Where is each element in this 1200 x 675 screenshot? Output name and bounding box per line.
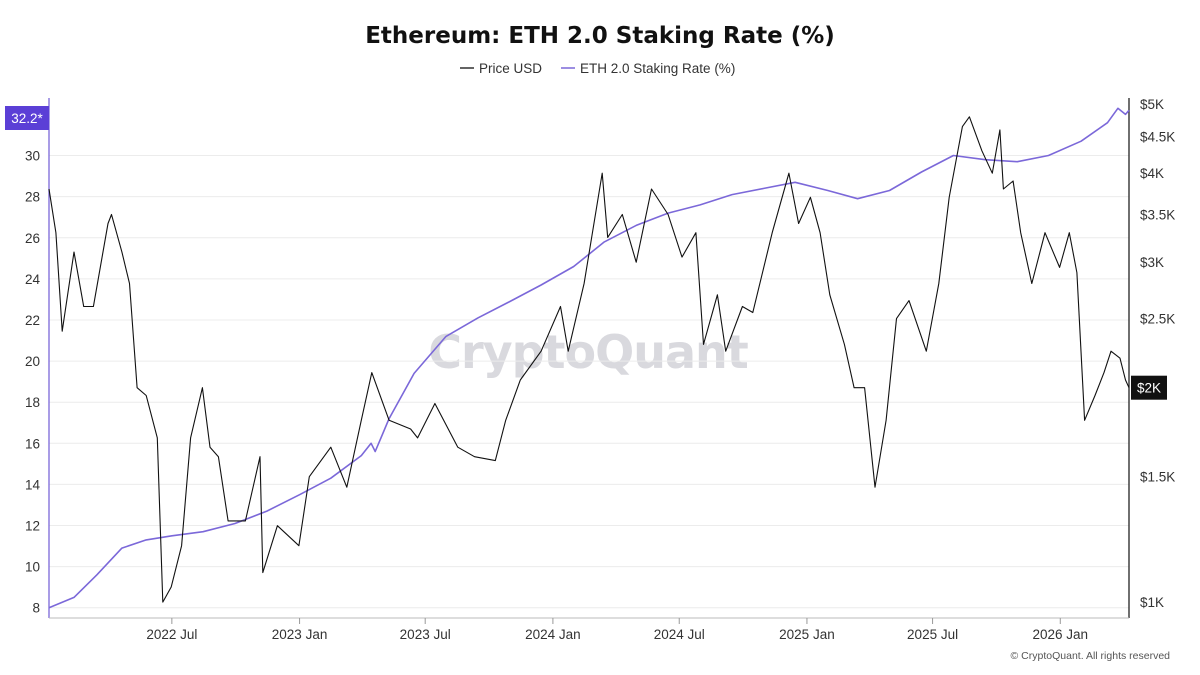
right-last-value-badge: $2K <box>1131 375 1167 400</box>
left-last-value-text: 32.2* <box>11 111 43 126</box>
x-tick-label: 2023 Jul <box>400 627 451 642</box>
series-group <box>48 107 1130 609</box>
right-tick-label: $5K <box>1140 97 1164 112</box>
right-tick-label: $4K <box>1140 166 1164 181</box>
price-line <box>48 116 1130 603</box>
legend: Price USD ETH 2.0 Staking Rate (%) <box>460 61 735 76</box>
left-tick-label: 26 <box>25 231 40 246</box>
left-axis-ticks: 8 10 12 14 16 18 20 22 24 26 28 30 <box>25 149 41 616</box>
chart-title: Ethereum: ETH 2.0 Staking Rate (%) <box>365 23 835 49</box>
x-tick-label: 2023 Jan <box>272 627 328 642</box>
x-tick-label: 2024 Jul <box>654 627 705 642</box>
left-tick-label: 14 <box>25 477 41 492</box>
x-tick-label: 2024 Jan <box>525 627 581 642</box>
left-tick-label: 22 <box>25 313 40 328</box>
right-tick-label: $4.5K <box>1140 130 1175 145</box>
copyright-footer: © CryptoQuant. All rights reserved <box>1011 650 1171 662</box>
staking-rate-line <box>48 107 1130 609</box>
right-last-value-text: $2K <box>1137 381 1161 396</box>
left-tick-label: 24 <box>25 272 41 287</box>
x-tick-label: 2025 Jan <box>779 627 835 642</box>
right-tick-label: $1K <box>1140 595 1164 610</box>
x-tick-label: 2022 Jul <box>146 627 197 642</box>
right-tick-label: $3K <box>1140 255 1164 270</box>
axes <box>48 98 1130 619</box>
right-axis-ticks: $1K $1.5K $2K $2.5K $3K $3.5K $4K $4.5K $5K <box>1140 97 1175 610</box>
right-tick-label: $2.5K <box>1140 312 1175 327</box>
legend-label-staking: ETH 2.0 Staking Rate (%) <box>580 61 735 76</box>
watermark: CryptoQuant <box>428 325 748 379</box>
left-tick-label: 8 <box>32 601 40 616</box>
left-tick-label: 28 <box>25 190 40 205</box>
left-tick-label: 18 <box>25 395 40 410</box>
x-axis-ticks: 2022 Jul 2023 Jan 2023 Jul 2024 Jan 2024 Jul… <box>146 618 1088 642</box>
right-last-value-bg <box>1131 375 1167 400</box>
left-tick-label: 12 <box>25 519 40 534</box>
gridlines <box>49 155 1129 609</box>
left-tick-label: 20 <box>25 354 40 369</box>
left-last-value-bg <box>5 106 49 130</box>
left-tick-label: 10 <box>25 560 40 575</box>
left-tick-label: 16 <box>25 436 40 451</box>
left-last-value-badge: 32.2* <box>5 106 49 130</box>
right-tick-label: $1.5K <box>1140 470 1175 485</box>
right-tick-label: $3.5K <box>1140 207 1175 222</box>
left-tick-label: 30 <box>25 149 40 164</box>
x-tick-label: 2026 Jan <box>1033 627 1089 642</box>
x-tick-label: 2025 Jul <box>907 627 958 642</box>
legend-label-price: Price USD <box>479 61 542 76</box>
